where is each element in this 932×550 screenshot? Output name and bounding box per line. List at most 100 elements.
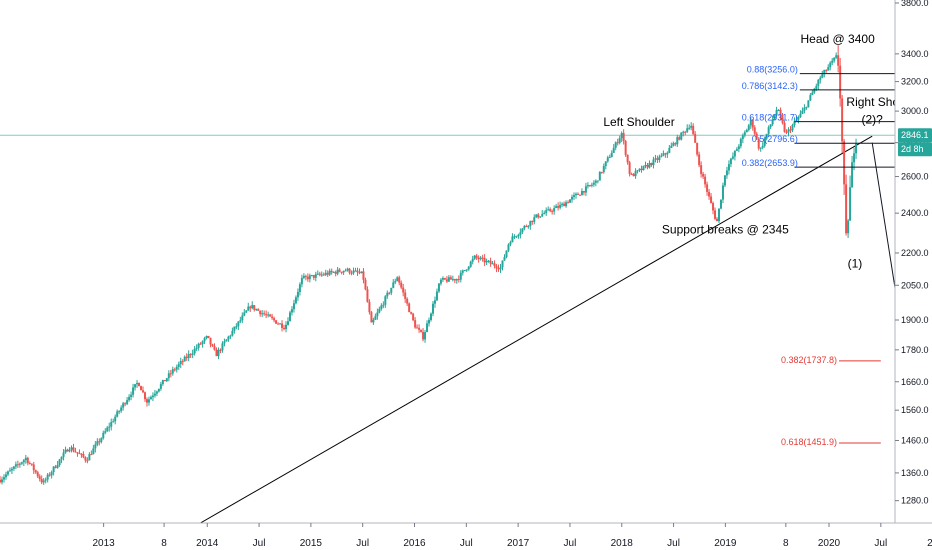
candle-body (157, 388, 160, 392)
candle-body (717, 208, 720, 222)
candle-body (416, 327, 419, 329)
candle-body (92, 448, 95, 455)
candle-body (197, 343, 200, 348)
candle-body (459, 272, 462, 280)
candle-body (596, 180, 599, 182)
candle-body (644, 164, 647, 166)
candle-body (676, 137, 679, 145)
candle-body (145, 399, 148, 403)
x-tick-label: Jul (667, 538, 680, 549)
x-tick-label: 8 (161, 538, 167, 549)
candle-body (797, 117, 800, 120)
candle-body (479, 257, 482, 260)
candle-body (229, 335, 232, 337)
x-tick-label: 2015 (300, 538, 323, 549)
candle-body (855, 143, 858, 154)
candle-body (286, 321, 289, 325)
last-price-label: 2846.1 (901, 130, 929, 140)
candle-body (821, 74, 824, 78)
candle-body (823, 70, 826, 75)
candle-body (843, 141, 846, 185)
annotation-label: Left Shoulder (603, 115, 674, 129)
candle-body (787, 129, 790, 133)
candle-body (586, 185, 589, 187)
candle-body (447, 277, 450, 282)
candle-body (690, 125, 693, 128)
candle-body (328, 270, 331, 275)
candle-body (12, 466, 15, 469)
candle-body (406, 298, 409, 304)
candle-body (465, 269, 468, 271)
fib-target-label: 0.618(1451.9) (781, 437, 837, 447)
candle-body (362, 271, 365, 280)
candle-body (8, 470, 11, 472)
candle-body (302, 275, 305, 278)
candle-body (322, 274, 325, 276)
candle-body (664, 153, 667, 155)
candle-body (54, 466, 57, 468)
candle-body (604, 161, 607, 166)
candle-body (124, 403, 127, 405)
candle-body (737, 146, 740, 150)
candle-body (590, 184, 593, 186)
candle-body (439, 279, 442, 284)
x-tick-label: 2018 (611, 538, 634, 549)
fib-level-label: 0.88(3256.0) (747, 65, 798, 75)
candle-body (366, 289, 369, 302)
candle-body (56, 465, 59, 468)
candle-body (493, 263, 496, 267)
candle-body (539, 216, 542, 218)
candle-body (324, 272, 327, 275)
candle-body (441, 278, 444, 280)
candle-body (743, 132, 746, 136)
candle-body (277, 323, 280, 325)
candle-body (201, 341, 204, 344)
candle-body (128, 396, 131, 401)
candle-body (112, 421, 115, 423)
candle-body (414, 320, 417, 328)
candle-body (378, 308, 381, 313)
candle-body (600, 171, 603, 173)
last-price-badge (898, 128, 932, 143)
candle-body (68, 449, 71, 452)
candle-body (239, 320, 242, 322)
candle-body (791, 124, 794, 131)
candle-body (203, 338, 206, 342)
candle-body (52, 466, 55, 473)
candle-body (519, 232, 522, 235)
candle-body (483, 257, 486, 263)
candle-body (410, 312, 413, 314)
candle-body (469, 261, 472, 267)
candle-body (612, 147, 615, 153)
annotation-label: Head @ 3400 (801, 32, 876, 46)
candle-body (700, 165, 703, 174)
candle-body (116, 411, 119, 417)
candle-body (382, 304, 385, 306)
candle-body (630, 173, 633, 175)
candle-body (348, 268, 351, 273)
candle-body (634, 171, 637, 177)
candle-body (614, 142, 617, 148)
candle-body (815, 85, 818, 89)
candle-body (674, 143, 677, 145)
candle-body (167, 373, 170, 379)
candle-body (247, 306, 250, 311)
fibonacci-levels[interactable]: 0.88(3256.0) 0.786(3142.3) 0.618(2931.7) 0.… (742, 65, 895, 447)
candle-body (40, 478, 43, 483)
candle-body (344, 270, 347, 272)
candle-body (142, 390, 145, 393)
candle-body (261, 313, 264, 315)
candle-body (183, 356, 186, 362)
candle-body (551, 211, 554, 213)
trendline[interactable] (181, 135, 873, 535)
candle-body (473, 255, 476, 259)
candle-body (318, 273, 321, 275)
candles (0, 45, 858, 485)
candle-body (531, 220, 534, 222)
candle-body (334, 271, 337, 274)
candle-body (725, 170, 728, 176)
candle-body (60, 456, 63, 460)
candle-body (545, 210, 548, 214)
candle-body (529, 220, 532, 226)
